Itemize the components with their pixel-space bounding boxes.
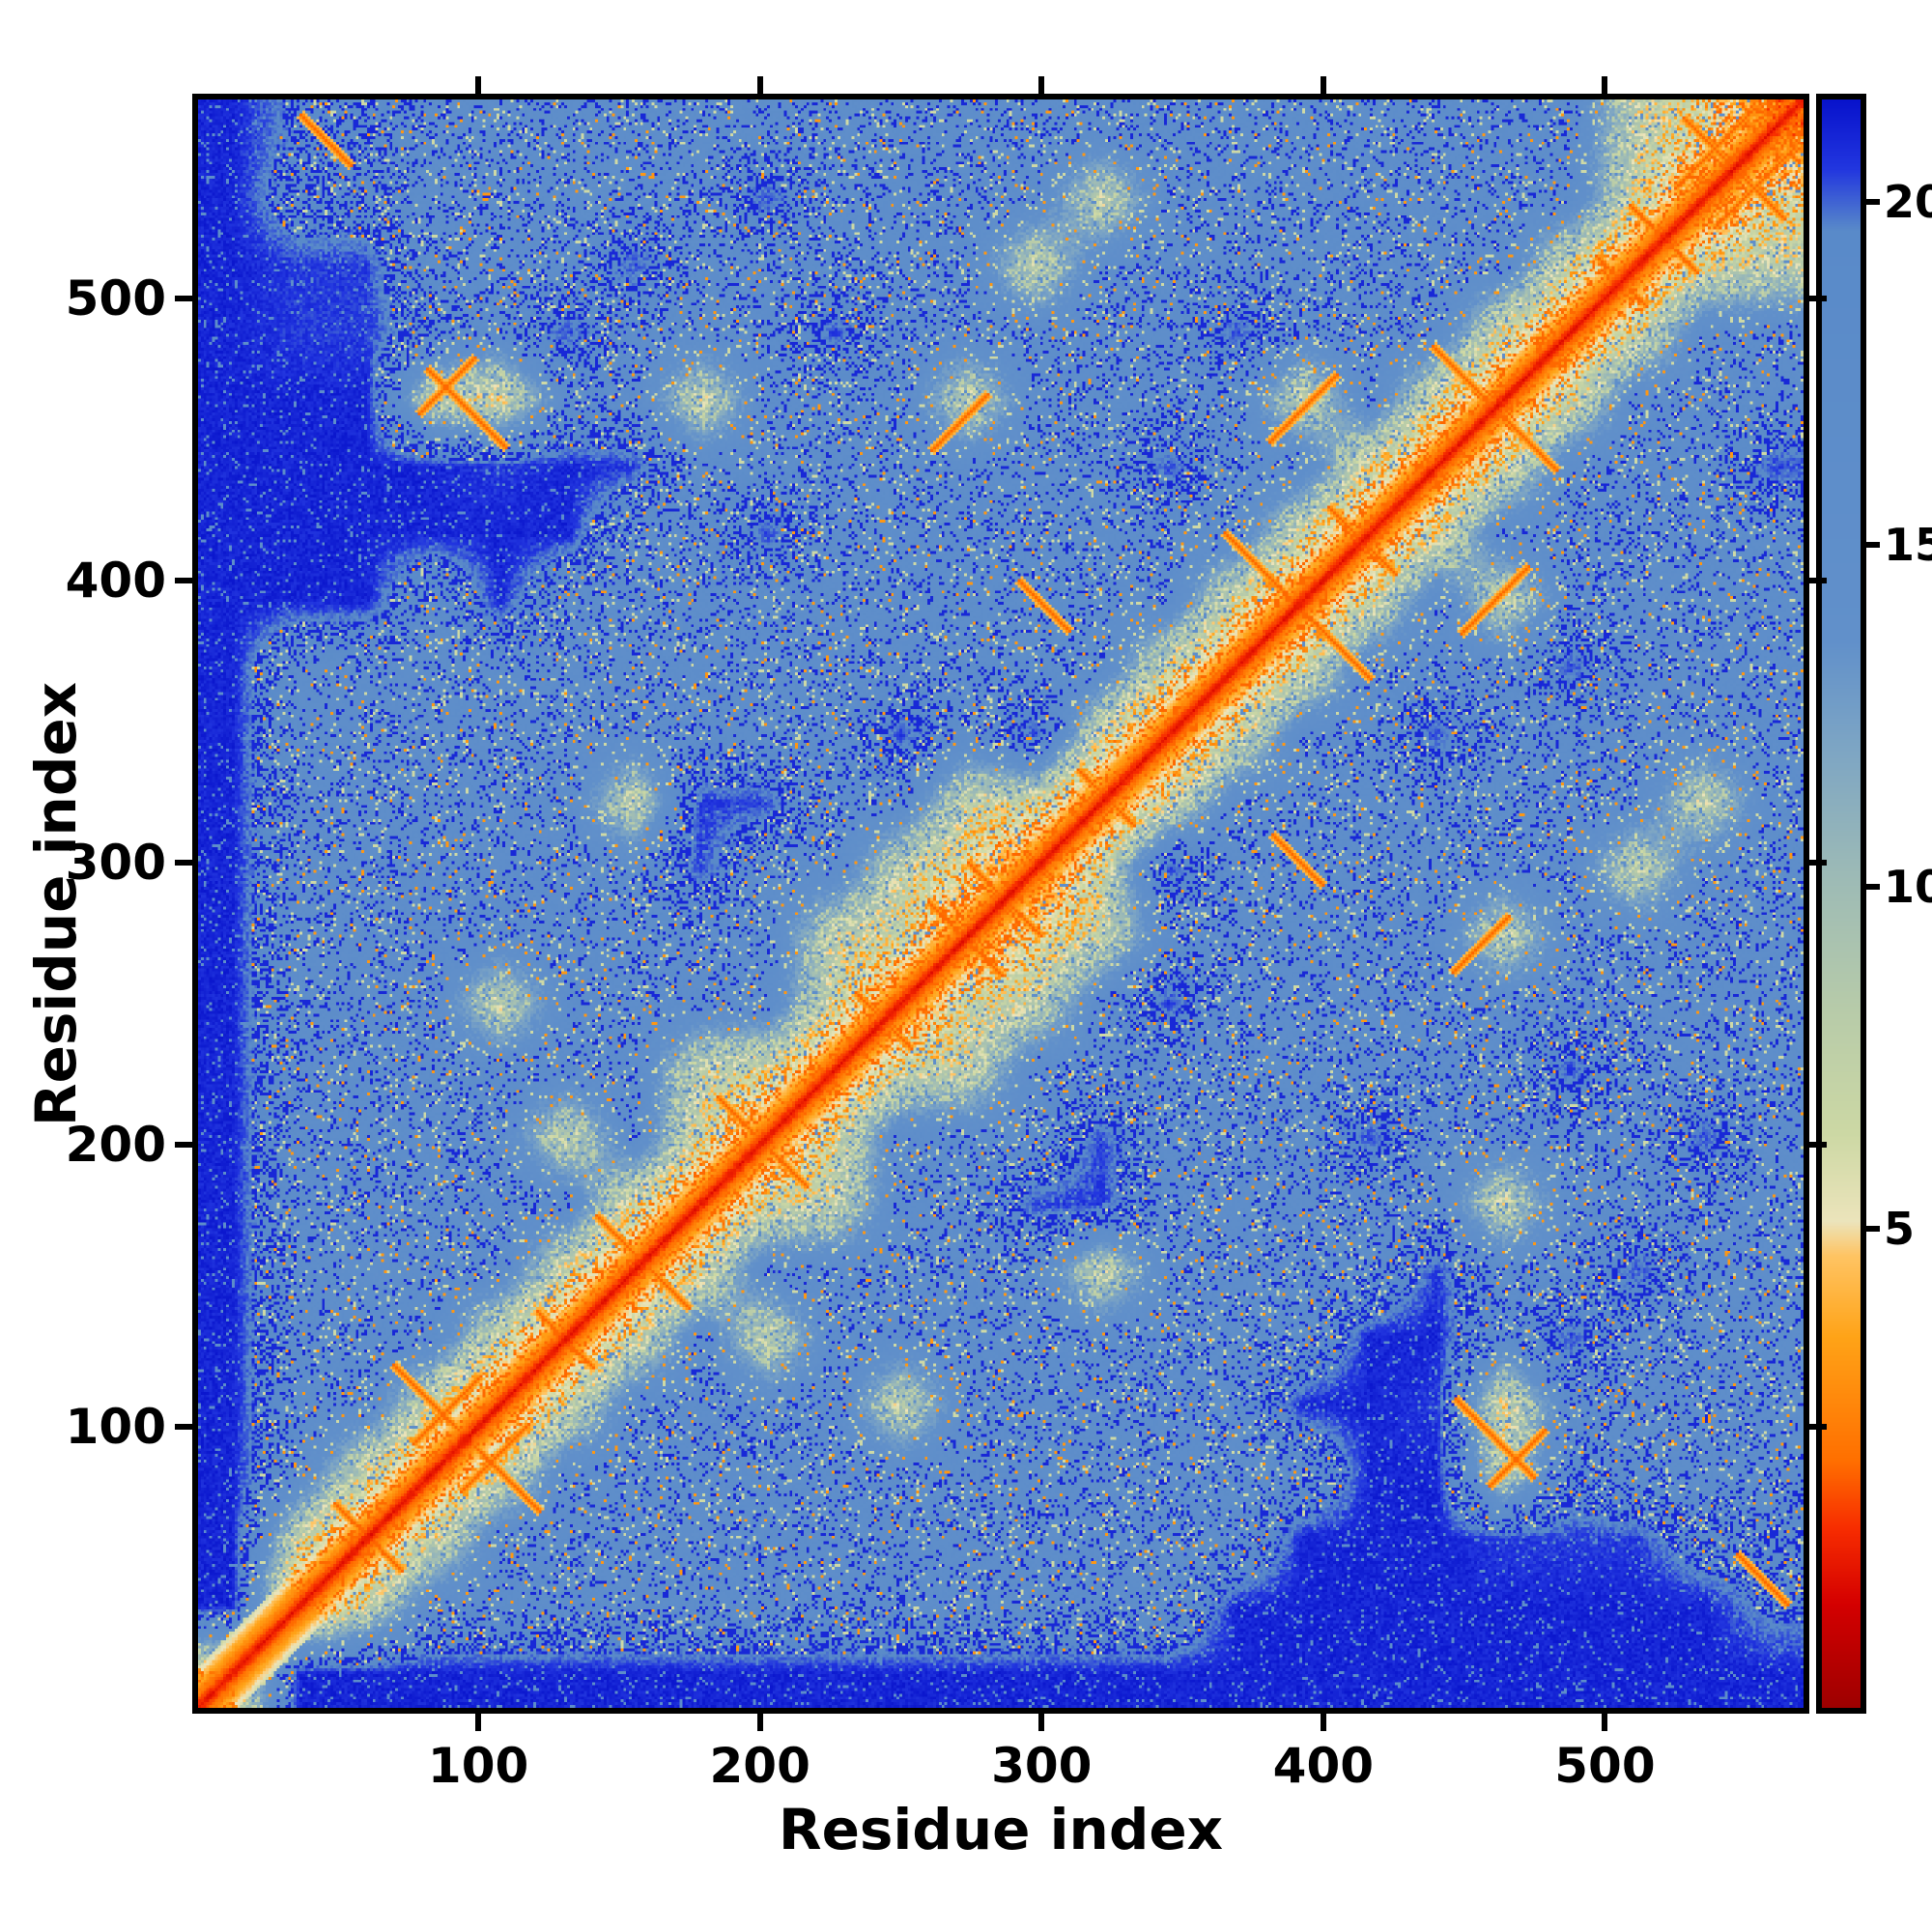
x-tick-mark-top bbox=[1038, 76, 1045, 94]
x-tick-mark-bottom bbox=[475, 1714, 482, 1731]
x-tick-label: 500 bbox=[1554, 1738, 1656, 1794]
y-tick-mark-right bbox=[1809, 1142, 1827, 1149]
x-tick-mark-bottom bbox=[1602, 1714, 1608, 1731]
x-tick-label: 400 bbox=[1272, 1738, 1375, 1794]
y-tick-mark-right bbox=[1809, 295, 1827, 301]
x-tick-mark-top bbox=[756, 76, 763, 94]
y-tick-mark-left bbox=[175, 1142, 192, 1149]
y-tick-label: 400 bbox=[65, 553, 166, 610]
y-tick-mark-left bbox=[175, 295, 192, 301]
colorbar-tick-label: 15 bbox=[1884, 518, 1932, 571]
heatmap-canvas bbox=[198, 99, 1804, 1708]
y-tick-label: 100 bbox=[65, 1399, 166, 1456]
x-tick-mark-bottom bbox=[1038, 1714, 1045, 1731]
y-tick-mark-right bbox=[1809, 860, 1827, 867]
colorbar-tick-label: 10 bbox=[1884, 860, 1932, 913]
heatmap-plot-area bbox=[192, 94, 1809, 1714]
colorbar bbox=[1816, 94, 1866, 1714]
y-tick-label: 300 bbox=[65, 835, 166, 892]
y-tick-mark-right bbox=[1809, 1424, 1827, 1431]
x-tick-mark-bottom bbox=[1320, 1714, 1326, 1731]
colorbar-tick-label: 5 bbox=[1884, 1203, 1916, 1256]
colorbar-tick-label: 20 bbox=[1884, 176, 1932, 229]
y-tick-label: 200 bbox=[65, 1117, 166, 1174]
x-tick-label: 300 bbox=[991, 1738, 1093, 1794]
y-tick-mark-left bbox=[175, 860, 192, 867]
x-tick-mark-top bbox=[1602, 76, 1608, 94]
x-tick-mark-top bbox=[1320, 76, 1326, 94]
x-tick-label: 100 bbox=[427, 1738, 529, 1794]
colorbar-tick-mark bbox=[1866, 1226, 1880, 1233]
x-axis-label: Residue index bbox=[778, 1797, 1224, 1862]
y-tick-mark-left bbox=[175, 578, 192, 584]
colorbar-tick-mark bbox=[1866, 541, 1880, 548]
colorbar-canvas bbox=[1822, 99, 1861, 1708]
x-tick-label: 200 bbox=[709, 1738, 810, 1794]
colorbar-tick-mark bbox=[1866, 199, 1880, 206]
x-tick-mark-top bbox=[475, 76, 482, 94]
y-axis-label: Residue index bbox=[23, 681, 89, 1126]
colorbar-tick-mark bbox=[1866, 883, 1880, 890]
y-tick-mark-right bbox=[1809, 578, 1827, 584]
x-tick-mark-bottom bbox=[756, 1714, 763, 1731]
y-tick-label: 500 bbox=[65, 270, 166, 327]
y-tick-mark-left bbox=[175, 1424, 192, 1431]
